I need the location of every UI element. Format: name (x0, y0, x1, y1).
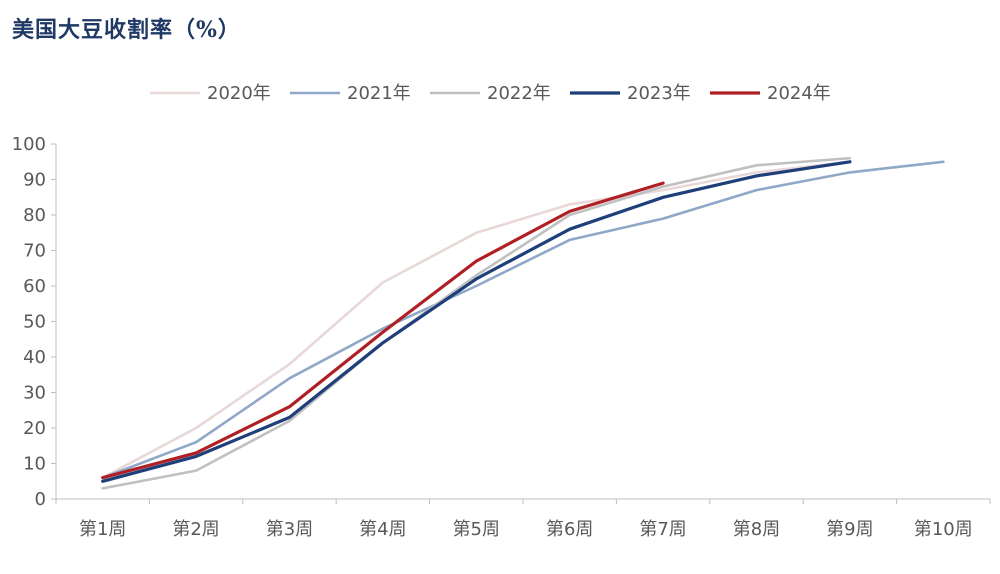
y-tick-label: 20 (23, 418, 46, 439)
y-tick-label: 10 (23, 454, 46, 475)
series-line-4 (101, 160, 852, 483)
y-tick-label: 90 (23, 170, 46, 191)
y-tick-label: 100 (12, 134, 46, 155)
series-line-3 (101, 156, 852, 490)
y-tick-label: 30 (23, 383, 46, 404)
series-line-1 (101, 160, 852, 480)
x-tick-label: 第2周 (172, 519, 219, 540)
legend-label-2: 2021年 (347, 83, 411, 104)
series-line-2 (101, 160, 945, 480)
legend-label-4: 2023年 (627, 83, 691, 104)
legend-label-3: 2022年 (487, 83, 551, 104)
y-tick-label: 70 (23, 241, 46, 262)
x-tick-label: 第6周 (546, 519, 593, 540)
y-tick-label: 40 (23, 347, 46, 368)
legend-label-5: 2024年 (767, 83, 831, 104)
series-line-5 (101, 181, 665, 480)
y-tick-label: 80 (23, 205, 46, 226)
x-tick-label: 第3周 (266, 519, 313, 540)
chart-title: 美国大豆收割率（%） (12, 17, 241, 43)
x-tick-label: 第1周 (79, 519, 126, 540)
chart-axes: 0 10 20 30 40 50 60 70 80 90 100 第1周 第2周 第3周 第4周 第5周 第6周… (12, 134, 991, 540)
chart-series (101, 156, 945, 490)
x-tick-label: 第5周 (453, 519, 500, 540)
y-tick-label: 60 (23, 276, 46, 297)
chart-legend: 2020年 2021年 2022年 2023年 2024年 (150, 83, 831, 104)
y-tick-label: 0 (35, 489, 46, 510)
x-tick-label: 第7周 (639, 519, 686, 540)
x-tick-label: 第10周 (914, 519, 973, 540)
x-tick-label: 第4周 (359, 519, 406, 540)
legend-label-1: 2020年 (207, 83, 271, 104)
x-tick-label: 第9周 (826, 519, 873, 540)
y-tick-label: 50 (23, 312, 46, 333)
x-tick-label: 第8周 (733, 519, 780, 540)
